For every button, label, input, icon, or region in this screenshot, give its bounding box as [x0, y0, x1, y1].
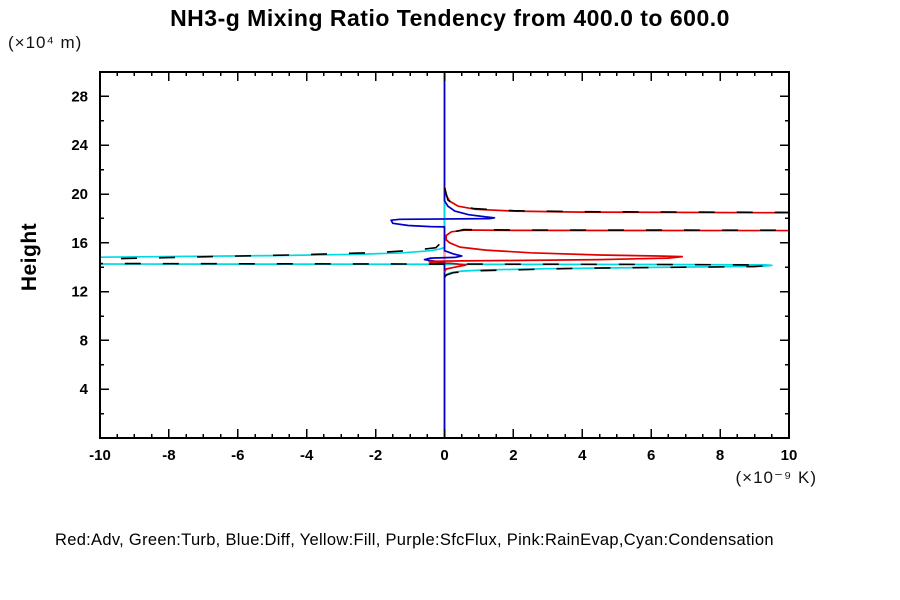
y-tick-label: 24	[71, 137, 88, 154]
series-adv	[428, 186, 789, 273]
x-tick-label: -4	[300, 447, 314, 464]
x-tick-label: -8	[162, 447, 175, 464]
y-tick-label: 20	[71, 186, 88, 203]
x-tick-label: -2	[369, 447, 382, 464]
x-tick-label: 10	[781, 447, 798, 464]
x-tick-label: 6	[647, 447, 655, 464]
x-tick-label: 4	[578, 447, 587, 464]
y-tick-label: 12	[71, 284, 88, 301]
x-tick-label: -6	[231, 447, 244, 464]
x-tick-label: 0	[440, 447, 448, 464]
series-diff	[390, 72, 496, 438]
y-tick-label: 8	[80, 332, 88, 349]
x-tick-label: -10	[89, 447, 111, 464]
axes-box-and-ticks	[99, 71, 790, 439]
series-legend: Red:Adv, Green:Turb, Blue:Diff, Yellow:F…	[55, 531, 774, 549]
y-tick-label: 16	[71, 235, 88, 252]
x-axis-units-label: (×10⁻⁹ K)	[735, 468, 817, 487]
y-tick-label: 28	[71, 88, 88, 105]
series-lines	[100, 72, 789, 438]
chart-title: NH3-g Mixing Ratio Tendency from 400.0 t…	[170, 5, 730, 31]
y-tick-label: 4	[80, 381, 89, 398]
x-tick-label: 8	[716, 447, 724, 464]
y-axis-units-label: (×10⁴ m)	[8, 33, 83, 52]
series-condensation	[100, 72, 773, 438]
x-tick-label: 2	[509, 447, 517, 464]
series-total	[100, 187, 789, 279]
